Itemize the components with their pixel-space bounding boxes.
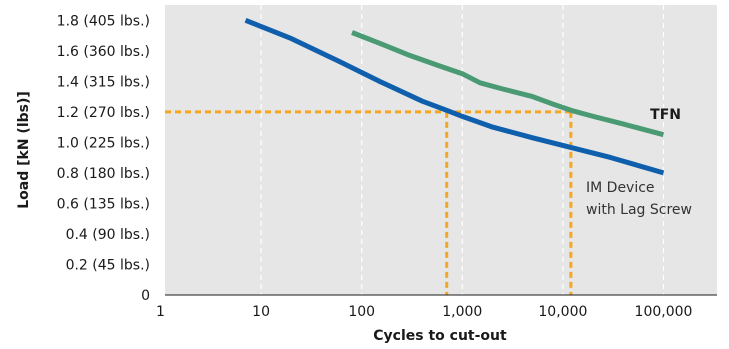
y-tick-label-0: 0	[141, 288, 150, 304]
y-axis-title: Load [kN (lbs)]	[16, 91, 32, 209]
x-axis-title: Cycles to cut-out	[373, 328, 507, 344]
x-tick-label-1: 10	[252, 304, 270, 320]
x-tick-label-2: 100	[348, 304, 375, 320]
x-tick-labels: 1 10 100 1,000 10,000 100,000	[156, 304, 692, 320]
x-tick-label-0: 1	[156, 304, 165, 320]
y-tick-label-5: 1.0 (225 lbs.)	[57, 135, 150, 151]
series-line-0	[351, 30, 665, 138]
y-tick-label-8: 1.6 (360 lbs.)	[57, 44, 150, 60]
y-tick-label-6: 1.2 (270 lbs.)	[57, 105, 150, 121]
y-tick-label-2: 0.4 (90 lbs.)	[66, 227, 150, 243]
x-tick-label-3: 1,000	[442, 304, 482, 320]
series-labels: TFN IM Device with Lag Screw	[586, 107, 692, 218]
y-tick-labels: 0 0.2 (45 lbs.) 0.4 (90 lbs.) 0.6 (135 lbs.…	[57, 13, 150, 304]
x-tick-label-4: 10,000	[538, 304, 587, 320]
series-label-tfn: TFN	[650, 107, 681, 123]
series-label-im-device-line-0: IM Device	[586, 180, 655, 196]
y-tick-label-4: 0.8 (180 lbs.)	[57, 166, 150, 182]
plot-background	[165, 5, 717, 295]
y-tick-label-3: 0.6 (135 lbs.)	[57, 196, 150, 212]
y-tick-label-7: 1.4 (315 lbs.)	[57, 74, 150, 90]
series-label-im-device-line-1: with Lag Screw	[586, 202, 692, 218]
x-tick-label-5: 100,000	[635, 304, 693, 320]
y-tick-label-1: 0.2 (45 lbs.)	[66, 257, 150, 273]
y-tick-label-9: 1.8 (405 lbs.)	[57, 13, 150, 29]
reference-lines	[165, 110, 573, 295]
vertical-gridlines	[260, 5, 665, 295]
series-line-1	[244, 17, 665, 176]
series-lines	[244, 17, 665, 176]
